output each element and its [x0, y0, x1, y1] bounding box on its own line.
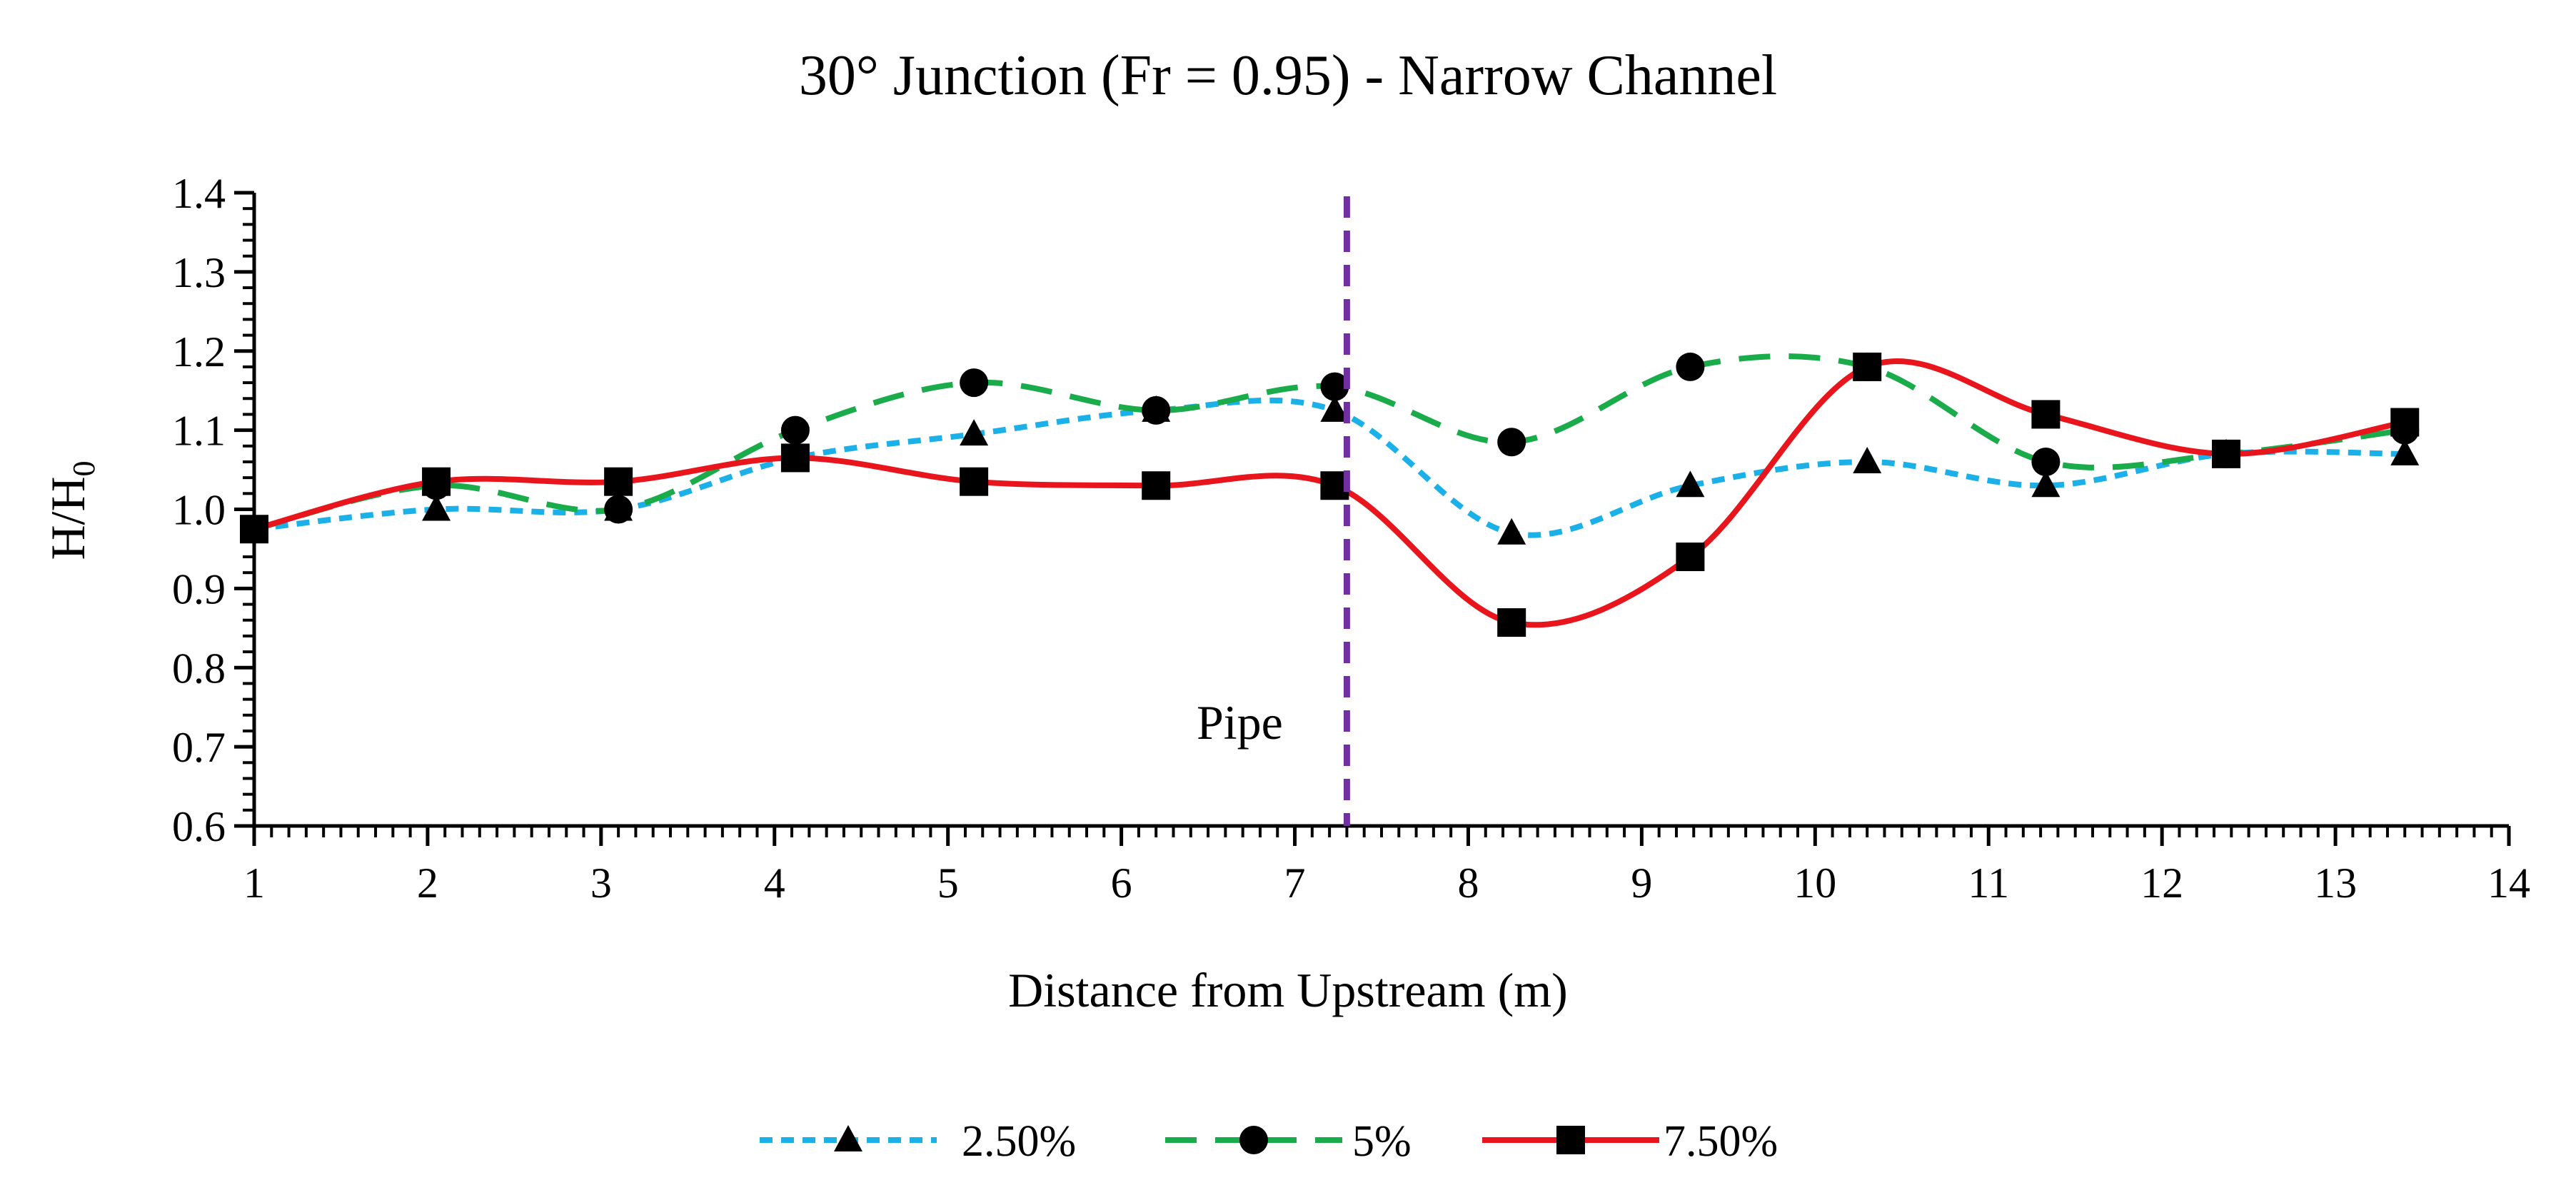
legend-item-square: 7.50% — [1482, 1117, 1778, 1166]
legend-label: 5% — [1352, 1117, 1412, 1166]
y-tick-label: 0.8 — [172, 645, 226, 692]
y-tick-label: 1.2 — [172, 328, 226, 375]
series-markers-square — [240, 352, 2420, 637]
y-tick-label: 0.6 — [172, 803, 226, 850]
axes — [252, 193, 2509, 828]
data-point — [2390, 438, 2420, 465]
data-point — [604, 495, 633, 524]
x-tick-label: 9 — [1631, 859, 1652, 907]
data-point — [1676, 543, 1705, 572]
x-axis-ticks: 1 2 3 4 5 6 7 8 9 10 11 12 13 14 — [243, 826, 2530, 907]
data-point — [960, 467, 989, 496]
data-point — [2031, 400, 2061, 429]
data-point — [2212, 439, 2241, 468]
x-tick-label: 1 — [243, 859, 265, 907]
data-point — [1853, 446, 1882, 473]
x-tick-label: 2 — [417, 859, 438, 907]
x-tick-label: 11 — [1968, 859, 2009, 907]
data-point — [1497, 608, 1526, 637]
data-point — [422, 467, 451, 496]
data-point — [240, 515, 268, 544]
data-point — [2031, 447, 2061, 476]
legend-item-circle: 5% — [1165, 1117, 1412, 1166]
y-tick-label: 0.9 — [172, 565, 226, 612]
y-tick-label: 1.3 — [172, 249, 226, 296]
x-tick-label: 3 — [590, 859, 612, 907]
data-point — [422, 494, 451, 521]
y-axis-title-subscript: 0 — [66, 460, 101, 476]
data-point — [1676, 352, 1705, 381]
x-tick-label: 8 — [1457, 859, 1479, 907]
data-point — [1853, 352, 1882, 381]
x-axis-title: Distance from Upstream (m) — [1008, 963, 1568, 1017]
x-tick-label: 13 — [2314, 859, 2357, 907]
y-tick-label: 1.1 — [172, 408, 226, 455]
data-point — [1142, 395, 1171, 425]
x-tick-label: 14 — [2487, 859, 2530, 907]
legend-label: 2.50% — [962, 1117, 1076, 1166]
data-point — [780, 415, 810, 445]
series-markers-circle — [240, 352, 2420, 544]
x-tick-label: 10 — [1793, 859, 1836, 907]
data-point — [1142, 471, 1171, 500]
data-point — [960, 368, 989, 398]
data-point — [604, 467, 633, 496]
data-point — [960, 419, 989, 446]
legend: 2.50% 5% 7.50% — [760, 1117, 1778, 1166]
x-tick-label: 4 — [764, 859, 785, 907]
data-point — [1676, 470, 1705, 498]
data-point — [1320, 372, 1349, 401]
data-point — [1320, 395, 1349, 422]
data-point — [1497, 428, 1526, 457]
chart-title: 30° Junction (Fr = 0.95) - Narrow Channe… — [799, 44, 1777, 107]
y-tick-label: 0.7 — [172, 724, 226, 771]
x-tick-label: 7 — [1284, 859, 1306, 907]
legend-swatch-marker — [1239, 1126, 1268, 1154]
x-tick-label: 6 — [1111, 859, 1132, 907]
data-point — [780, 443, 810, 473]
x-tick-label: 12 — [2140, 859, 2183, 907]
y-axis-title: H/H0 — [41, 460, 101, 560]
legend-swatch-marker — [1556, 1126, 1585, 1154]
y-tick-label: 1.0 — [172, 487, 226, 534]
data-point — [2031, 470, 2061, 498]
y-tick-label: 1.4 — [172, 170, 226, 217]
x-tick-label: 5 — [937, 859, 959, 907]
legend-item-triangle: 2.50% — [760, 1117, 1076, 1166]
y-axis-title-main: H/H — [41, 476, 95, 560]
legend-swatch-marker — [834, 1125, 862, 1151]
data-point — [2390, 408, 2420, 437]
legend-label: 7.50% — [1664, 1117, 1778, 1166]
pipe-label: Pipe — [1197, 695, 1283, 750]
series-layer — [240, 352, 2420, 637]
data-point — [1497, 518, 1526, 545]
y-axis-ticks: 0.6 0.7 0.8 0.9 1.0 1.1 1.2 1.3 1.4 — [172, 170, 254, 850]
